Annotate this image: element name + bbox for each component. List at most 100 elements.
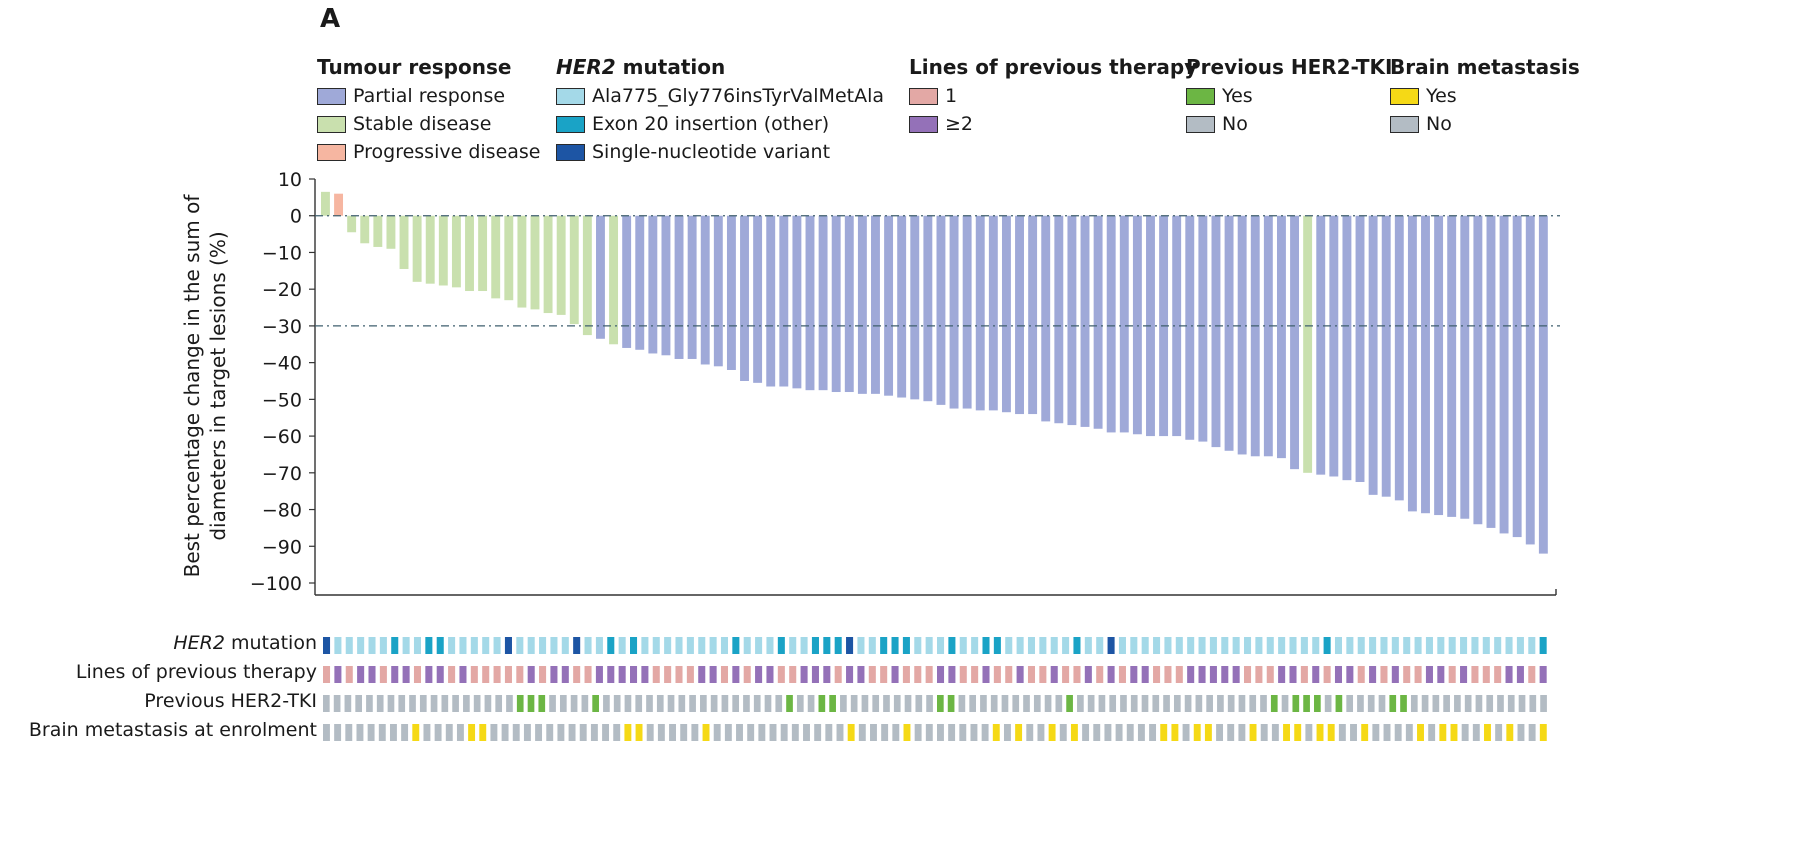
lines-cell bbox=[1278, 666, 1286, 683]
bar bbox=[1499, 215, 1509, 534]
bar bbox=[596, 215, 605, 339]
tki-cell bbox=[581, 695, 589, 712]
tki-cell bbox=[624, 695, 632, 712]
bar bbox=[962, 215, 972, 409]
tki-cell bbox=[915, 695, 923, 712]
brain-cell bbox=[925, 724, 933, 741]
tki-cell bbox=[387, 695, 395, 712]
lines-cell bbox=[857, 666, 865, 683]
tki-cell bbox=[366, 695, 373, 712]
lines-cell bbox=[1448, 666, 1456, 683]
lines-cell bbox=[993, 666, 1001, 683]
line-2plus-swatch bbox=[909, 115, 938, 133]
brain-cell bbox=[1015, 724, 1023, 741]
her2-cell bbox=[584, 637, 592, 654]
bar bbox=[360, 215, 370, 244]
brain-cell bbox=[903, 724, 911, 741]
her2-cell bbox=[914, 637, 922, 654]
her2-cell bbox=[391, 637, 399, 654]
bar bbox=[766, 215, 776, 387]
lines-cell bbox=[493, 666, 501, 683]
tki-cell bbox=[732, 695, 740, 712]
bar bbox=[674, 215, 684, 359]
bar bbox=[1538, 215, 1548, 554]
her2-cell bbox=[1539, 637, 1547, 654]
tki-cell bbox=[1324, 695, 1332, 712]
tki-cell bbox=[592, 695, 599, 712]
her2-cell bbox=[459, 637, 467, 654]
brain-cell bbox=[1026, 724, 1034, 741]
her2-cell bbox=[1357, 637, 1365, 654]
y-tick-label: −50 bbox=[262, 389, 302, 411]
lines-cell bbox=[1062, 666, 1070, 683]
her2-cell bbox=[1141, 637, 1149, 654]
bar bbox=[1263, 215, 1273, 457]
progressive-disease-swatch bbox=[317, 143, 346, 161]
bar bbox=[648, 215, 658, 354]
bar bbox=[1290, 215, 1299, 470]
tki-cell bbox=[409, 695, 416, 712]
bar bbox=[399, 215, 409, 269]
brain-cell bbox=[1182, 724, 1190, 741]
bar bbox=[1185, 215, 1195, 440]
lines-cell bbox=[1425, 666, 1433, 683]
her2-cell bbox=[1300, 637, 1308, 654]
tki-cell bbox=[473, 695, 481, 712]
legend-item-stable-disease: Stable disease bbox=[317, 110, 541, 138]
lines-cell bbox=[982, 666, 990, 683]
lines-cell bbox=[630, 666, 638, 683]
bar bbox=[1015, 215, 1024, 415]
her2-cell bbox=[1232, 637, 1240, 654]
bar bbox=[517, 215, 527, 308]
bar bbox=[373, 215, 383, 247]
lines-cell bbox=[971, 666, 979, 683]
legend-title-previous-tki: Previous HER2-TKI bbox=[1186, 55, 1393, 79]
tki-cell bbox=[1432, 695, 1440, 712]
brain-cell bbox=[1271, 724, 1279, 741]
her2-cell bbox=[1107, 637, 1115, 654]
brain-cell bbox=[892, 724, 900, 741]
her2-cell bbox=[482, 637, 490, 654]
lines-cell bbox=[1005, 666, 1013, 683]
tki-cell bbox=[969, 695, 976, 712]
brain-cell bbox=[870, 724, 877, 741]
her2-cell bbox=[323, 637, 331, 654]
tki-cell bbox=[904, 695, 912, 712]
tki-cell bbox=[516, 695, 524, 712]
bar bbox=[1329, 215, 1339, 477]
her2-cell bbox=[1516, 637, 1524, 654]
tki-cell bbox=[743, 695, 750, 712]
tki-cell bbox=[1033, 695, 1041, 712]
lines-cell bbox=[675, 666, 683, 683]
legend-label: No bbox=[1426, 113, 1452, 135]
her2-cell bbox=[1391, 637, 1399, 654]
brain-cell bbox=[914, 724, 922, 741]
brain-cell bbox=[959, 724, 967, 741]
her2-cell bbox=[766, 637, 774, 654]
brain-cell bbox=[1070, 724, 1078, 741]
bar bbox=[936, 215, 946, 405]
tki-cell bbox=[829, 695, 836, 712]
her2-cell bbox=[470, 637, 478, 654]
her2-cell bbox=[368, 637, 376, 654]
brain-cell bbox=[780, 724, 788, 741]
brain-cell bbox=[680, 724, 688, 741]
legend-label: Yes bbox=[1426, 85, 1457, 107]
bar bbox=[321, 191, 330, 216]
tki-yes-swatch bbox=[1186, 87, 1215, 105]
bar bbox=[635, 215, 645, 350]
lines-cell bbox=[470, 666, 478, 683]
brain-cell bbox=[713, 724, 721, 741]
brain-cell bbox=[546, 724, 554, 741]
tki-cell bbox=[495, 695, 503, 712]
legend-label: ≥2 bbox=[945, 113, 974, 135]
brain-cell bbox=[981, 724, 989, 741]
lines-cell bbox=[868, 666, 876, 683]
bar bbox=[740, 215, 749, 381]
her2-cell bbox=[675, 637, 683, 654]
bar bbox=[1106, 215, 1116, 433]
tki-cell bbox=[1357, 695, 1364, 712]
bar bbox=[386, 215, 396, 249]
her2-cell bbox=[630, 637, 638, 654]
lines-cell bbox=[880, 666, 888, 683]
